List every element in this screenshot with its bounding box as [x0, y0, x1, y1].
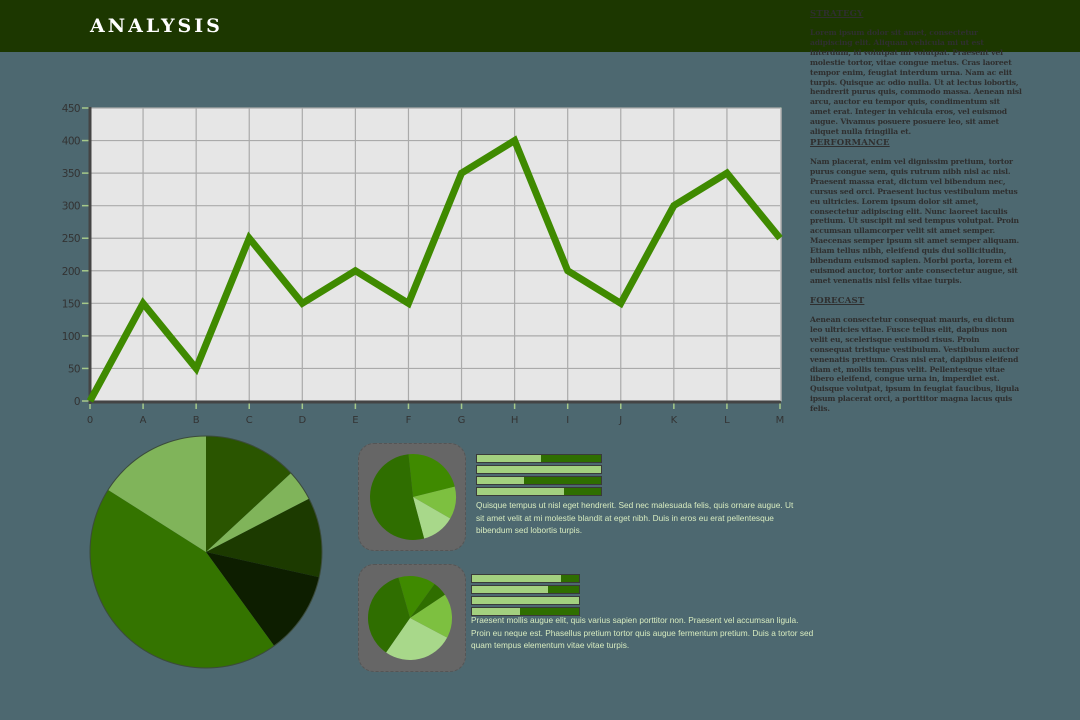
y-tick-label: 50: [68, 363, 80, 375]
data-line: [86, 135, 783, 403]
x-tick-label: A: [140, 415, 147, 426]
x-tick-label: M: [776, 415, 785, 426]
pie-slice: [370, 454, 425, 540]
pie-slice: [398, 576, 435, 618]
x-tick-label: G: [458, 415, 466, 426]
section-strategy: STRATEGY Lorem ipsum dolor sit amet, con…: [810, 9, 1022, 137]
y-tick-label: 150: [62, 298, 80, 310]
section-body: Nam placerat, enim vel dignissim pretium…: [810, 157, 1019, 285]
progress-bar: [476, 487, 602, 496]
pie-slice: [90, 489, 275, 668]
x-tick-label: H: [511, 415, 519, 426]
y-tick-label: 400: [62, 136, 80, 148]
x-tick-label: J: [618, 415, 622, 426]
x-tick-label: F: [406, 415, 412, 426]
header-bar: ANALYSIS: [0, 0, 1080, 52]
x-tick-label: I: [566, 415, 569, 426]
y-tick-label: 350: [62, 168, 80, 180]
mini-pie-widget-1: [358, 443, 466, 551]
pie-slice: [206, 436, 292, 552]
y-tick-label: 100: [62, 331, 80, 343]
y-tick-label: 250: [62, 233, 80, 245]
x-tick-label: L: [724, 415, 730, 426]
widget-caption-1: Quisque tempus ut nisl eget hendrerit. S…: [476, 500, 794, 535]
pie-slice: [206, 498, 322, 578]
pie-outline: [89, 435, 323, 669]
progress-bar: [471, 574, 580, 583]
progress-bars-1: [476, 454, 602, 498]
x-tick-label: D: [298, 415, 306, 426]
section-heading: FORECAST: [810, 296, 865, 306]
pie-slice: [413, 486, 456, 519]
progress-bar-fill: [472, 586, 548, 593]
pie-slice: [206, 473, 310, 552]
section-body: Lorem ipsum dolor sit amet, consectetur …: [810, 28, 1022, 137]
progress-bar: [476, 476, 602, 485]
section-body: Aenean consectetur consequat mauris, eu …: [810, 315, 1019, 414]
page-title: ANALYSIS: [90, 15, 223, 37]
y-tick-label: 300: [62, 201, 80, 213]
mini-pie-chart: [370, 454, 456, 540]
pie-slice: [108, 436, 206, 552]
mini-pie-chart: [368, 576, 452, 660]
y-tick-label: 450: [62, 103, 80, 115]
y-tick-label: 0: [74, 396, 80, 408]
progress-bar: [471, 596, 580, 605]
line-chart: 0 50 100 150 200 250 300 350 400 450 0 A B C D E F G H I J K L…: [62, 103, 785, 426]
section-heading: STRATEGY: [810, 9, 864, 19]
widget-caption-2: Praesent mollis augue elit, quis varius …: [471, 615, 814, 650]
progress-bar-fill: [472, 575, 561, 582]
section-performance: PERFORMANCE Nam placerat, enim vel digni…: [810, 138, 1022, 286]
section-heading: PERFORMANCE: [810, 138, 890, 148]
progress-bar-fill: [472, 608, 521, 615]
progress-bar-fill: [472, 597, 579, 604]
mini-pie-widget-2: [358, 564, 466, 672]
pie-slice: [413, 497, 451, 539]
pie-slice: [206, 552, 320, 646]
pie-slice: [368, 577, 410, 653]
progress-bar-fill: [477, 488, 564, 495]
large-pie-chart: [89, 435, 323, 669]
x-tick-label: 0: [87, 415, 93, 426]
pie-slice: [408, 454, 455, 497]
x-tick-label: B: [193, 415, 200, 426]
y-tick-label: 200: [62, 266, 80, 278]
pie-slice: [386, 618, 448, 660]
pie-slice: [410, 583, 445, 618]
x-tick-label: K: [671, 415, 678, 426]
section-forecast: FORECAST Aenean consectetur consequat ma…: [810, 296, 1022, 414]
progress-bars-2: [471, 574, 580, 618]
progress-bar: [471, 607, 580, 616]
progress-bar: [476, 454, 602, 463]
progress-bar-fill: [477, 455, 542, 462]
pie-slice: [410, 594, 452, 638]
progress-bar-fill: [477, 477, 525, 484]
x-tick-label: C: [246, 415, 253, 426]
progress-bar: [476, 465, 602, 474]
progress-bar-fill: [477, 466, 601, 473]
progress-bar: [471, 585, 580, 594]
x-tick-label: E: [352, 415, 358, 426]
